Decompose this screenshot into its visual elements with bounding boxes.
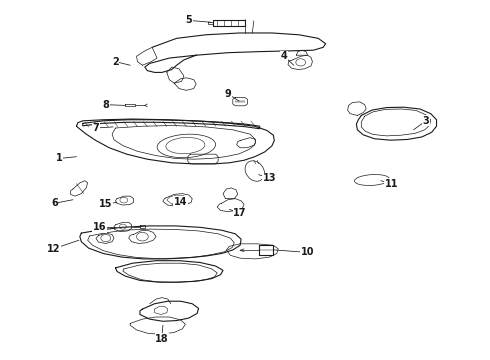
Text: 12: 12 bbox=[47, 244, 60, 254]
Text: 16: 16 bbox=[93, 222, 106, 232]
Text: 11: 11 bbox=[385, 179, 398, 189]
Text: 15: 15 bbox=[99, 199, 113, 210]
Text: 13: 13 bbox=[263, 173, 276, 183]
Text: 17: 17 bbox=[233, 208, 247, 218]
Text: 10: 10 bbox=[301, 247, 314, 257]
Text: 9: 9 bbox=[224, 89, 231, 99]
Text: 4: 4 bbox=[281, 51, 288, 61]
Text: 6: 6 bbox=[51, 198, 58, 208]
Text: 8: 8 bbox=[102, 100, 109, 110]
Text: 14: 14 bbox=[174, 197, 187, 207]
Text: 1: 1 bbox=[56, 153, 63, 163]
Text: 5: 5 bbox=[185, 15, 192, 26]
Text: 2: 2 bbox=[112, 57, 119, 67]
Text: 7: 7 bbox=[93, 123, 99, 133]
Text: 3: 3 bbox=[422, 116, 429, 126]
Text: 18: 18 bbox=[155, 333, 169, 343]
